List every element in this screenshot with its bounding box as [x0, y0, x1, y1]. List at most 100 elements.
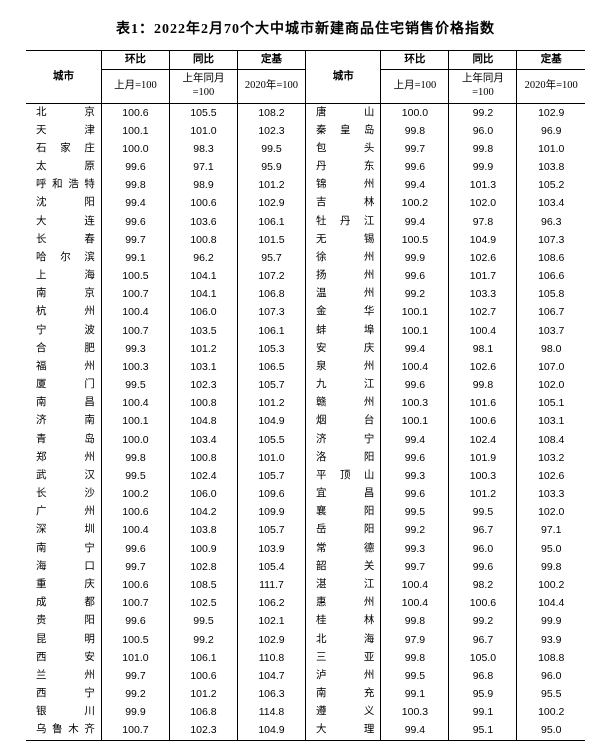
- mom-cell: 100.4: [101, 521, 169, 539]
- table-row: 杭 州100.4106.0107.3金 华100.1102.7106.7: [26, 303, 585, 321]
- mom-cell: 99.5: [101, 467, 169, 485]
- fixed-cell: 108.2: [237, 103, 305, 122]
- city-cell: 赣 州: [305, 394, 380, 412]
- yoy-cell: 104.1: [169, 285, 237, 303]
- col-city-left: 城市: [26, 51, 101, 104]
- fixed-cell: 106.6: [517, 267, 585, 285]
- col-fixed-right: 定基: [517, 51, 585, 70]
- fixed-cell: 105.8: [517, 285, 585, 303]
- yoy-cell: 96.8: [449, 667, 517, 685]
- city-cell: 洛 阳: [305, 449, 380, 467]
- city-cell: 西 安: [26, 649, 101, 667]
- col-yoy-right: 同比: [449, 51, 517, 70]
- yoy-cell: 95.1: [449, 721, 517, 740]
- fixed-cell: 104.7: [237, 667, 305, 685]
- yoy-cell: 100.8: [169, 231, 237, 249]
- mom-cell: 100.7: [101, 322, 169, 340]
- mom-cell: 100.5: [381, 231, 449, 249]
- table-row: 西 安101.0106.1110.8三 亚99.8105.0108.8: [26, 649, 585, 667]
- city-cell: 哈尔滨: [26, 249, 101, 267]
- mom-cell: 100.0: [381, 103, 449, 122]
- fixed-cell: 107.0: [517, 358, 585, 376]
- city-cell: 泉 州: [305, 358, 380, 376]
- sub-mom-left: 上月=100: [101, 70, 169, 103]
- fixed-cell: 105.7: [237, 376, 305, 394]
- fixed-cell: 103.1: [517, 412, 585, 430]
- fixed-cell: 96.0: [517, 667, 585, 685]
- city-cell: 大 连: [26, 213, 101, 231]
- yoy-cell: 101.2: [169, 685, 237, 703]
- mom-cell: 100.2: [381, 194, 449, 212]
- fixed-cell: 101.0: [237, 449, 305, 467]
- table-row: 海 口99.7102.8105.4韶 关99.799.699.8: [26, 558, 585, 576]
- fixed-cell: 106.8: [237, 285, 305, 303]
- yoy-cell: 102.3: [169, 721, 237, 740]
- yoy-cell: 99.2: [169, 631, 237, 649]
- mom-cell: 99.6: [101, 540, 169, 558]
- mom-cell: 100.4: [381, 594, 449, 612]
- yoy-cell: 104.1: [169, 267, 237, 285]
- mom-cell: 99.5: [381, 667, 449, 685]
- fixed-cell: 101.5: [237, 231, 305, 249]
- fixed-cell: 103.2: [517, 449, 585, 467]
- fixed-cell: 99.8: [517, 558, 585, 576]
- city-cell: 乌鲁木齐: [26, 721, 101, 740]
- yoy-cell: 96.0: [449, 122, 517, 140]
- table-row: 宁 波100.7103.5106.1蚌 埠100.1100.4103.7: [26, 322, 585, 340]
- fixed-cell: 106.2: [237, 594, 305, 612]
- city-cell: 襄 阳: [305, 503, 380, 521]
- yoy-cell: 102.5: [169, 594, 237, 612]
- mom-cell: 100.1: [381, 322, 449, 340]
- yoy-cell: 95.9: [449, 685, 517, 703]
- city-cell: 重 庆: [26, 576, 101, 594]
- city-cell: 泸 州: [305, 667, 380, 685]
- table-row: 长 沙100.2106.0109.6宜 昌99.6101.2103.3: [26, 485, 585, 503]
- fixed-cell: 105.2: [517, 176, 585, 194]
- fixed-cell: 95.5: [517, 685, 585, 703]
- city-cell: 深 圳: [26, 521, 101, 539]
- yoy-cell: 103.1: [169, 358, 237, 376]
- table-row: 呼和浩特99.898.9101.2锦 州99.4101.3105.2: [26, 176, 585, 194]
- mom-cell: 100.0: [101, 431, 169, 449]
- mom-cell: 101.0: [101, 649, 169, 667]
- city-cell: 三 亚: [305, 649, 380, 667]
- yoy-cell: 103.3: [449, 285, 517, 303]
- fixed-cell: 102.0: [517, 376, 585, 394]
- mom-cell: 99.8: [381, 649, 449, 667]
- yoy-cell: 100.8: [169, 394, 237, 412]
- yoy-cell: 102.0: [449, 194, 517, 212]
- mom-cell: 99.6: [381, 485, 449, 503]
- yoy-cell: 102.8: [169, 558, 237, 576]
- table-row: 西 宁99.2101.2106.3南 充99.195.995.5: [26, 685, 585, 703]
- fixed-cell: 103.9: [237, 540, 305, 558]
- mom-cell: 99.8: [381, 122, 449, 140]
- mom-cell: 100.5: [101, 631, 169, 649]
- city-cell: 丹 东: [305, 158, 380, 176]
- yoy-cell: 103.8: [169, 521, 237, 539]
- city-cell: 南 充: [305, 685, 380, 703]
- fixed-cell: 93.9: [517, 631, 585, 649]
- city-cell: 银 川: [26, 703, 101, 721]
- yoy-cell: 103.6: [169, 213, 237, 231]
- yoy-cell: 100.6: [449, 412, 517, 430]
- fixed-cell: 109.6: [237, 485, 305, 503]
- fixed-cell: 102.9: [237, 631, 305, 649]
- yoy-cell: 102.4: [169, 467, 237, 485]
- city-cell: 烟 台: [305, 412, 380, 430]
- yoy-cell: 100.6: [449, 594, 517, 612]
- city-cell: 秦皇岛: [305, 122, 380, 140]
- fixed-cell: 107.3: [237, 303, 305, 321]
- city-cell: 济 南: [26, 412, 101, 430]
- table-row: 银 川99.9106.8114.8遵 义100.399.1100.2: [26, 703, 585, 721]
- mom-cell: 99.4: [381, 431, 449, 449]
- fixed-cell: 105.7: [237, 467, 305, 485]
- fixed-cell: 103.3: [517, 485, 585, 503]
- yoy-cell: 99.2: [449, 612, 517, 630]
- mom-cell: 99.1: [101, 249, 169, 267]
- yoy-cell: 105.5: [169, 103, 237, 122]
- sub-yoy-left: 上年同月=100: [169, 70, 237, 103]
- city-cell: 海 口: [26, 558, 101, 576]
- fixed-cell: 108.8: [517, 649, 585, 667]
- fixed-cell: 106.7: [517, 303, 585, 321]
- fixed-cell: 99.9: [517, 612, 585, 630]
